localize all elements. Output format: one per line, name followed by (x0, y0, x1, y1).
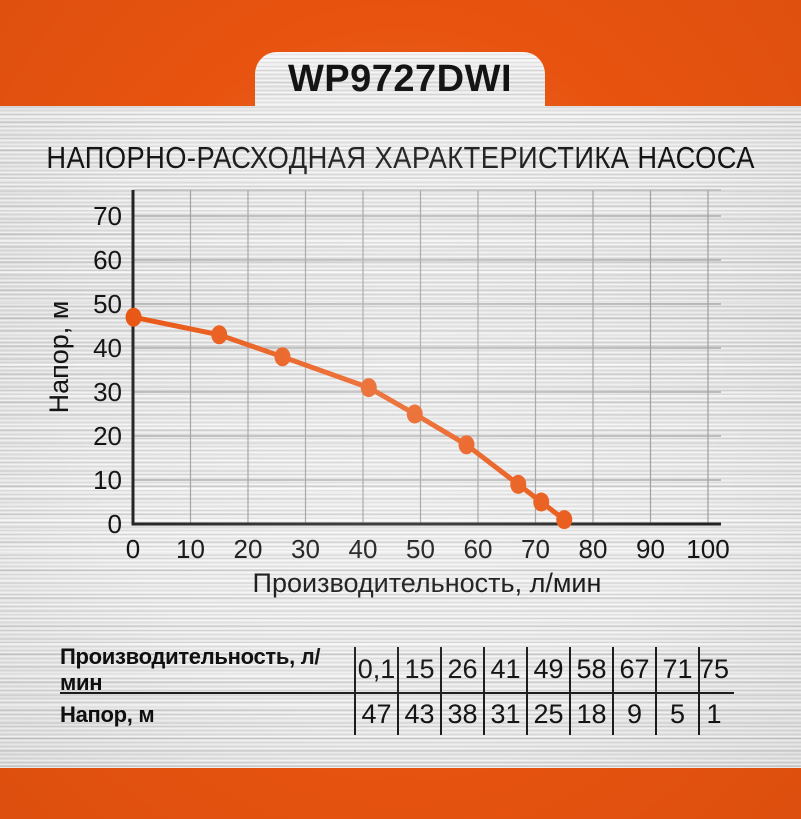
x-tick-label: 10 (176, 534, 205, 564)
table-cell: 15 (397, 647, 440, 692)
data-point (533, 492, 550, 512)
pump-curve-chart: 0 10 20 30 40 50 60 70 80 90 100 0 10 20 30 40 50 60 70 Про… (40, 180, 760, 610)
data-point (211, 325, 228, 345)
table-cell: 18 (569, 694, 612, 735)
table-cell: 26 (440, 647, 483, 692)
y-tick-label: 30 (93, 377, 122, 407)
table-cell: 5 (655, 694, 698, 735)
data-point (556, 510, 573, 530)
data-point (406, 404, 423, 424)
table-cell: 58 (569, 647, 612, 692)
model-tab: WP9727DWI (255, 52, 545, 106)
x-tick-label: 70 (521, 534, 550, 564)
table-cell: 25 (526, 694, 569, 735)
bottom-orange-band (0, 768, 801, 819)
table-cell: 49 (526, 647, 569, 692)
table-cell: 41 (483, 647, 526, 692)
table-row-label: Производительность, л/мин (60, 643, 321, 695)
pump-curve-svg: 0 10 20 30 40 50 60 70 80 90 100 0 10 20 30 40 50 60 70 Про… (44, 189, 730, 598)
data-point (510, 474, 527, 494)
table-cell: 0,1 (354, 647, 397, 692)
data-point (360, 378, 377, 398)
y-tick-label: 70 (93, 201, 122, 231)
table-cell: 75 (698, 647, 729, 692)
y-tick-label: 0 (108, 509, 122, 539)
table-cell: 38 (440, 694, 483, 735)
y-tick-label: 10 (93, 465, 122, 495)
table-cell: 47 (354, 694, 397, 735)
table-cell: 9 (612, 694, 655, 735)
data-point (458, 435, 475, 455)
y-tick-label: 60 (93, 245, 122, 275)
x-tick-label: 100 (686, 534, 729, 564)
table-row-label: Напор, м (60, 701, 155, 727)
y-tick-label: 50 (93, 289, 122, 319)
x-tick-label: 0 (126, 534, 140, 564)
table-cell: 1 (698, 694, 728, 735)
x-tick-label: 20 (234, 534, 263, 564)
data-point (125, 307, 142, 327)
x-axis-title: Производительность, л/мин (253, 568, 602, 598)
x-tick-label: 80 (579, 534, 608, 564)
model-name: WP9727DWI (287, 57, 513, 100)
table-cell: 67 (612, 647, 655, 692)
spec-table: Производительность, л/мин 0,1 15 26 41 49 58 67… (60, 643, 734, 735)
y-tick-label: 20 (93, 421, 122, 451)
x-tick-label: 30 (291, 534, 320, 564)
data-point (274, 347, 291, 367)
y-axis-title: Напор, м (44, 301, 74, 414)
page-title: НАПОРНО-РАСХОДНАЯ ХАРАКТЕРИСТИКА НАСОСА (46, 140, 755, 175)
table-row: Напор, м 47 43 38 31 25 18 9 5 1 (60, 694, 734, 735)
x-tick-label: 40 (349, 534, 378, 564)
table-cell: 43 (397, 694, 440, 735)
y-tick-label: 40 (93, 333, 122, 363)
x-tick-label: 60 (464, 534, 493, 564)
table-cell: 71 (655, 647, 698, 692)
table-cell: 31 (483, 694, 526, 735)
table-row: Производительность, л/мин 0,1 15 26 41 49 58 67… (60, 643, 734, 695)
x-tick-label: 90 (636, 534, 665, 564)
x-tick-label: 50 (406, 534, 435, 564)
